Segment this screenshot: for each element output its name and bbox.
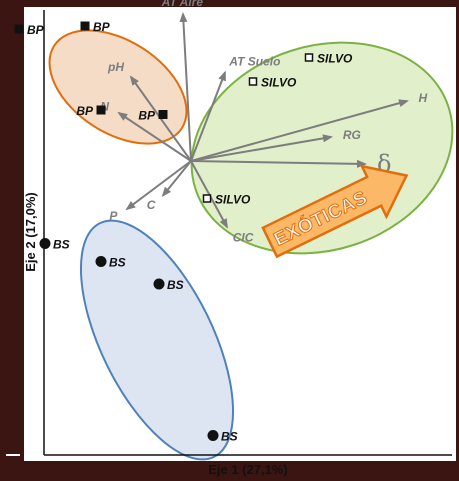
vector-cic (190, 160, 228, 229)
point-bp-4-marker (158, 110, 168, 119)
point-bp-2-label: BP (93, 20, 111, 34)
point-bs-11-label: BS (167, 278, 184, 292)
vector-label-h: H (419, 91, 428, 105)
vector-label-rg: RG (343, 128, 361, 142)
site-points: BPBPBPBPSILVOSILVOSILVOSILVOBSBSBSBS (14, 20, 353, 444)
point-bs-10-label: BS (109, 256, 126, 270)
x-axis-title: Eje 1 (27,1%) (208, 462, 288, 477)
point-bp-2-marker (80, 21, 90, 31)
point-bp-3-marker (96, 105, 106, 115)
point-bs-9-marker (39, 238, 51, 249)
vector-label-ph: pH (107, 60, 124, 74)
point-silvo-8-marker (202, 194, 212, 203)
point-bs-12-marker (207, 430, 219, 441)
vector-label-at-suelo: AT Suelo (228, 54, 280, 68)
point-bp-4-label: BP (138, 109, 156, 123)
bp-group-ellipse (48, 29, 188, 145)
point-bs-12-label: BS (221, 430, 238, 444)
vector-label-at-aire: AT Aire (161, 0, 204, 9)
point-bs-9-label: BS (53, 238, 70, 252)
vector-label-p: P (109, 209, 118, 223)
vector-label-c: C (147, 198, 156, 212)
point-bp-1-label: BP (27, 23, 45, 37)
point-silvo-8-label: SILVO (215, 193, 251, 207)
vector-h (190, 99, 409, 162)
exoticas-arrow-shape (261, 164, 409, 259)
bs-group-ellipse (79, 219, 235, 461)
silvo-group-ellipse (190, 41, 454, 255)
point-silvo-5-label: SILVO (317, 52, 353, 66)
vector-at-aire (179, 12, 192, 162)
vector-rg (190, 134, 333, 162)
vector-c (161, 160, 192, 198)
point-bp-1-marker (14, 24, 24, 34)
point-bs-10-marker (95, 256, 107, 267)
point-silvo-6-label: SILVO (261, 76, 297, 90)
point-silvo-5-marker (304, 53, 314, 62)
vector-n (117, 111, 192, 162)
vector-p (125, 160, 192, 211)
vector-at-suelo (190, 70, 226, 162)
point-silvo-6-marker (248, 77, 258, 86)
point-bp-3-label: BP (76, 104, 94, 118)
point-bs-11-marker (153, 278, 165, 290)
vector-label-cic: CIC (233, 231, 254, 245)
y-axis-title: Eje 2 (17,0%) (23, 192, 38, 272)
vector-delta (190, 159, 367, 168)
